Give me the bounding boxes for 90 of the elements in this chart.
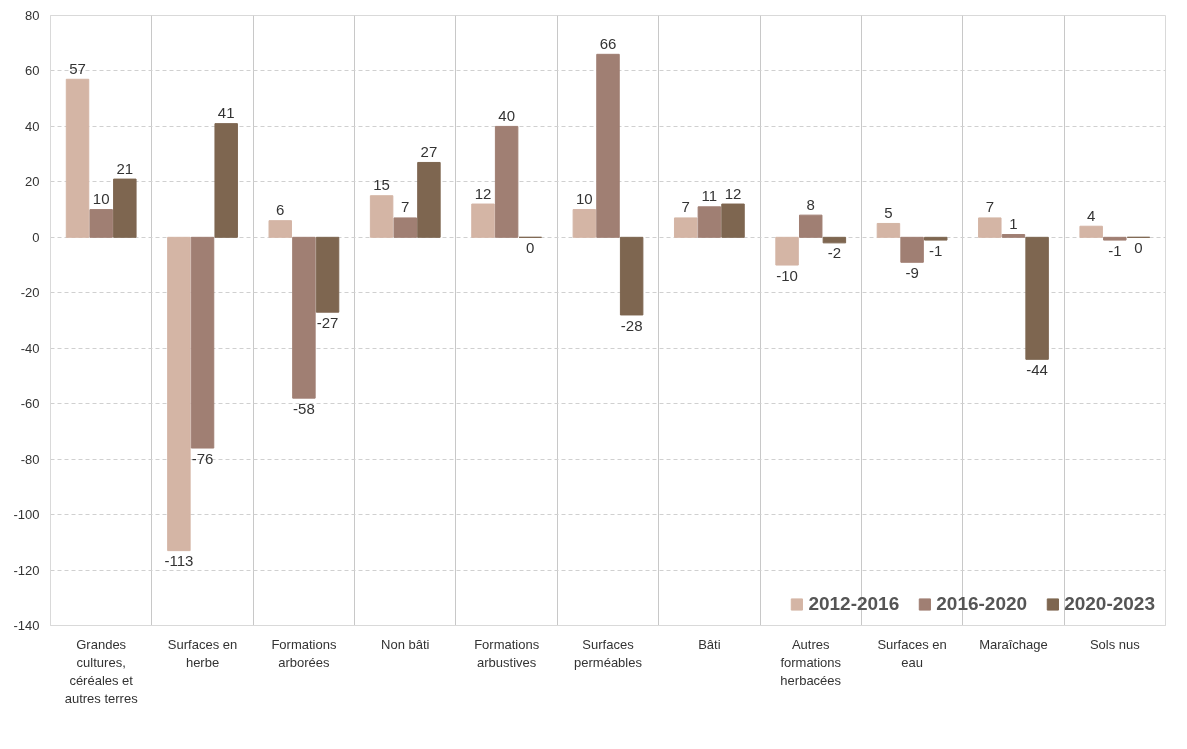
data-label: 7 bbox=[681, 198, 690, 216]
y-tick-label: 20 bbox=[25, 174, 40, 190]
bar bbox=[978, 217, 1002, 238]
data-label: -1 bbox=[1108, 241, 1122, 259]
legend-label: 2020-2023 bbox=[1064, 593, 1155, 615]
bar bbox=[369, 195, 394, 238]
bar bbox=[721, 203, 745, 238]
y-tick-label: -20 bbox=[20, 285, 40, 301]
y-tick-label: 60 bbox=[25, 63, 40, 79]
bar bbox=[417, 161, 441, 238]
bar bbox=[268, 220, 292, 238]
legend-label: 2016-2020 bbox=[936, 593, 1028, 615]
bar bbox=[393, 217, 418, 238]
bar bbox=[673, 217, 698, 238]
x-tick-label: Maraîchage bbox=[979, 636, 1048, 652]
bar bbox=[596, 53, 620, 238]
data-label: 7 bbox=[985, 198, 994, 216]
data-label: 0 bbox=[526, 238, 535, 256]
x-tick-label: Grandes cultures, céréales et autres terres bbox=[64, 636, 139, 706]
data-label: -28 bbox=[620, 316, 643, 334]
data-label: 57 bbox=[69, 59, 86, 77]
data-label: 4 bbox=[1087, 206, 1096, 224]
data-label: -27 bbox=[316, 313, 339, 331]
bar bbox=[876, 222, 901, 238]
bar bbox=[315, 236, 340, 313]
bar bbox=[89, 209, 113, 238]
data-label: -9 bbox=[905, 263, 919, 281]
y-tick-label: 0 bbox=[32, 229, 40, 245]
data-label: -58 bbox=[293, 399, 315, 417]
bar bbox=[775, 236, 799, 266]
x-tick-label: Autres formations herbacées bbox=[780, 636, 842, 688]
data-label: 21 bbox=[116, 159, 134, 177]
data-label: 8 bbox=[806, 195, 815, 213]
bar bbox=[1103, 236, 1127, 241]
bar bbox=[619, 236, 644, 316]
y-tick-label: -140 bbox=[13, 618, 40, 633]
data-label: 10 bbox=[576, 190, 593, 208]
bar bbox=[697, 206, 722, 238]
y-tick-label: -100 bbox=[13, 507, 40, 523]
data-label: 12 bbox=[474, 184, 492, 202]
data-label: 0 bbox=[1134, 238, 1143, 256]
x-tick-label: Surfaces en herbe bbox=[167, 636, 238, 670]
data-label: 40 bbox=[498, 106, 515, 124]
x-tick-label: Non bâti bbox=[381, 636, 430, 652]
y-tick-label: -120 bbox=[13, 562, 40, 578]
data-label: -113 bbox=[164, 552, 194, 570]
bar bbox=[1001, 234, 1026, 238]
data-label: -76 bbox=[191, 449, 214, 467]
data-label: -1 bbox=[929, 241, 943, 259]
data-label: -10 bbox=[776, 266, 798, 284]
data-label: 10 bbox=[92, 190, 110, 208]
legend-label: 2012-2016 bbox=[808, 593, 900, 615]
data-label: 15 bbox=[373, 176, 390, 194]
data-label: 7 bbox=[401, 198, 410, 216]
bar bbox=[494, 125, 519, 238]
data-label: 5 bbox=[884, 203, 893, 221]
data-label: -44 bbox=[1026, 360, 1048, 378]
y-tick-label: -80 bbox=[20, 451, 40, 467]
data-label: 11 bbox=[701, 187, 718, 205]
y-tick-label: -40 bbox=[20, 340, 40, 356]
x-tick-label: Bâti bbox=[698, 636, 721, 652]
data-label: 27 bbox=[420, 142, 438, 160]
bar bbox=[1025, 236, 1049, 360]
bar bbox=[822, 236, 847, 244]
bar bbox=[798, 214, 823, 238]
data-label: 6 bbox=[276, 201, 285, 219]
bar bbox=[471, 203, 495, 238]
bar bbox=[572, 209, 597, 238]
bar bbox=[65, 78, 90, 238]
y-tick-label: 40 bbox=[25, 118, 40, 134]
bar bbox=[292, 236, 316, 399]
x-tick-label: Formations arborées bbox=[271, 636, 337, 670]
data-label: 12 bbox=[724, 184, 742, 202]
x-tick-label: Surfaces perméables bbox=[574, 636, 643, 670]
x-tick-label: Formations arbustives bbox=[474, 636, 540, 670]
y-tick-label: -60 bbox=[20, 396, 40, 412]
bar bbox=[167, 236, 191, 552]
bar bbox=[190, 236, 215, 449]
bar bbox=[900, 236, 924, 263]
bar bbox=[214, 123, 238, 238]
x-tick-label: Sols nus bbox=[1089, 636, 1141, 652]
bar bbox=[113, 178, 137, 238]
x-tick-label: Surfaces en eau bbox=[877, 636, 947, 670]
data-label: 1 bbox=[1009, 215, 1018, 232]
y-tick-label: 80 bbox=[25, 8, 40, 23]
bar bbox=[924, 236, 948, 241]
bar bbox=[1079, 225, 1103, 238]
data-label: -2 bbox=[827, 244, 842, 262]
data-label: 41 bbox=[217, 104, 235, 122]
data-label: 66 bbox=[599, 34, 617, 52]
